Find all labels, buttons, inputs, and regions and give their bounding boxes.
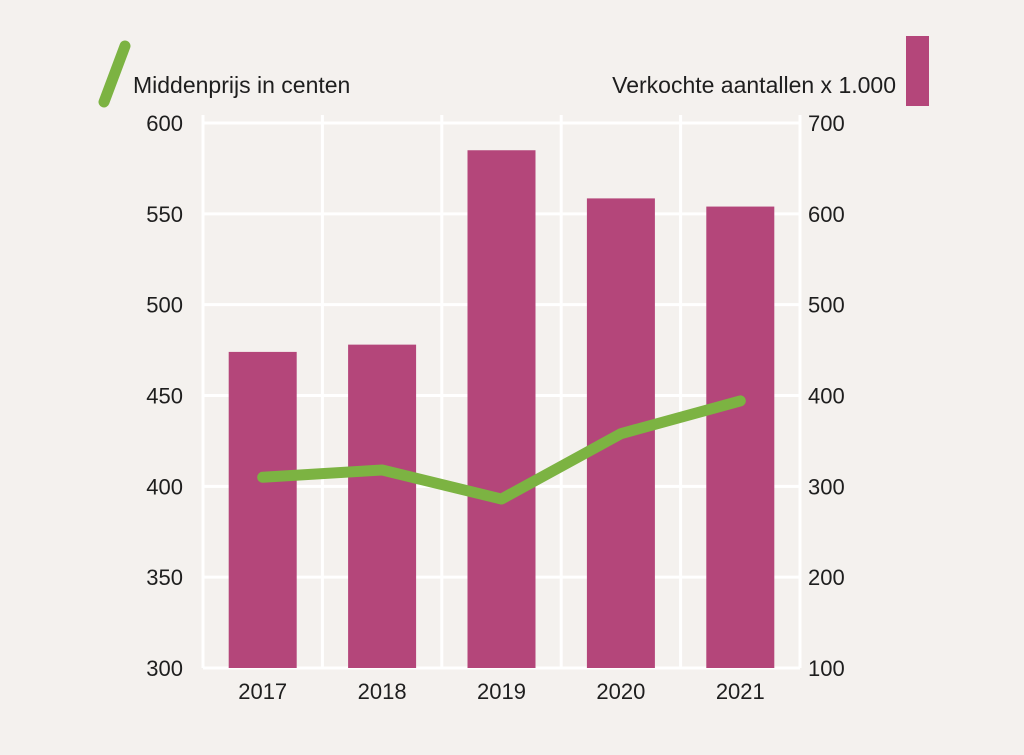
y-axis-left: 600 550 500 450 400 350 300: [146, 111, 183, 681]
legend-line-swatch: [98, 40, 131, 108]
bar-2017: [228, 351, 297, 668]
y-left-tick-label: 400: [146, 474, 183, 499]
y-left-tick-label: 550: [146, 202, 183, 227]
bar-2018: [348, 344, 417, 668]
y-axis-right: 700 600 500 400 300 200 100: [808, 111, 845, 681]
y-left-tick-label: 500: [146, 293, 183, 318]
y-right-tick-label: 100: [808, 656, 845, 681]
price-line: [257, 395, 746, 505]
line-series: [257, 395, 746, 505]
y-right-tick-label: 300: [808, 474, 845, 499]
legend-bar-swatch: [906, 36, 929, 106]
legend-left: Middenprijs in centen: [98, 40, 350, 108]
y-left-tick-label: 300: [146, 656, 183, 681]
bar-2019: [467, 150, 536, 668]
y-right-tick-label: 400: [808, 384, 845, 409]
x-tick-label: 2017: [238, 679, 287, 704]
x-tick-label: 2021: [716, 679, 765, 704]
y-left-tick-label: 450: [146, 384, 183, 409]
x-axis: 2017 2018 2019 2020 2021: [238, 679, 765, 704]
legend-label-price: Middenprijs in centen: [133, 72, 350, 98]
x-tick-label: 2018: [358, 679, 407, 704]
legend-label-volume: Verkochte aantallen x 1.000: [612, 72, 896, 98]
bar-series: [228, 150, 775, 669]
y-left-tick-label: 600: [146, 111, 183, 136]
y-right-tick-label: 600: [808, 202, 845, 227]
x-tick-label: 2019: [477, 679, 526, 704]
y-right-tick-label: 700: [808, 111, 845, 136]
legend-right: Verkochte aantallen x 1.000: [612, 36, 929, 106]
x-tick-label: 2020: [596, 679, 645, 704]
y-left-tick-label: 350: [146, 565, 183, 590]
bar-2021: [706, 206, 775, 669]
y-right-tick-label: 500: [808, 293, 845, 318]
y-right-tick-label: 200: [808, 565, 845, 590]
